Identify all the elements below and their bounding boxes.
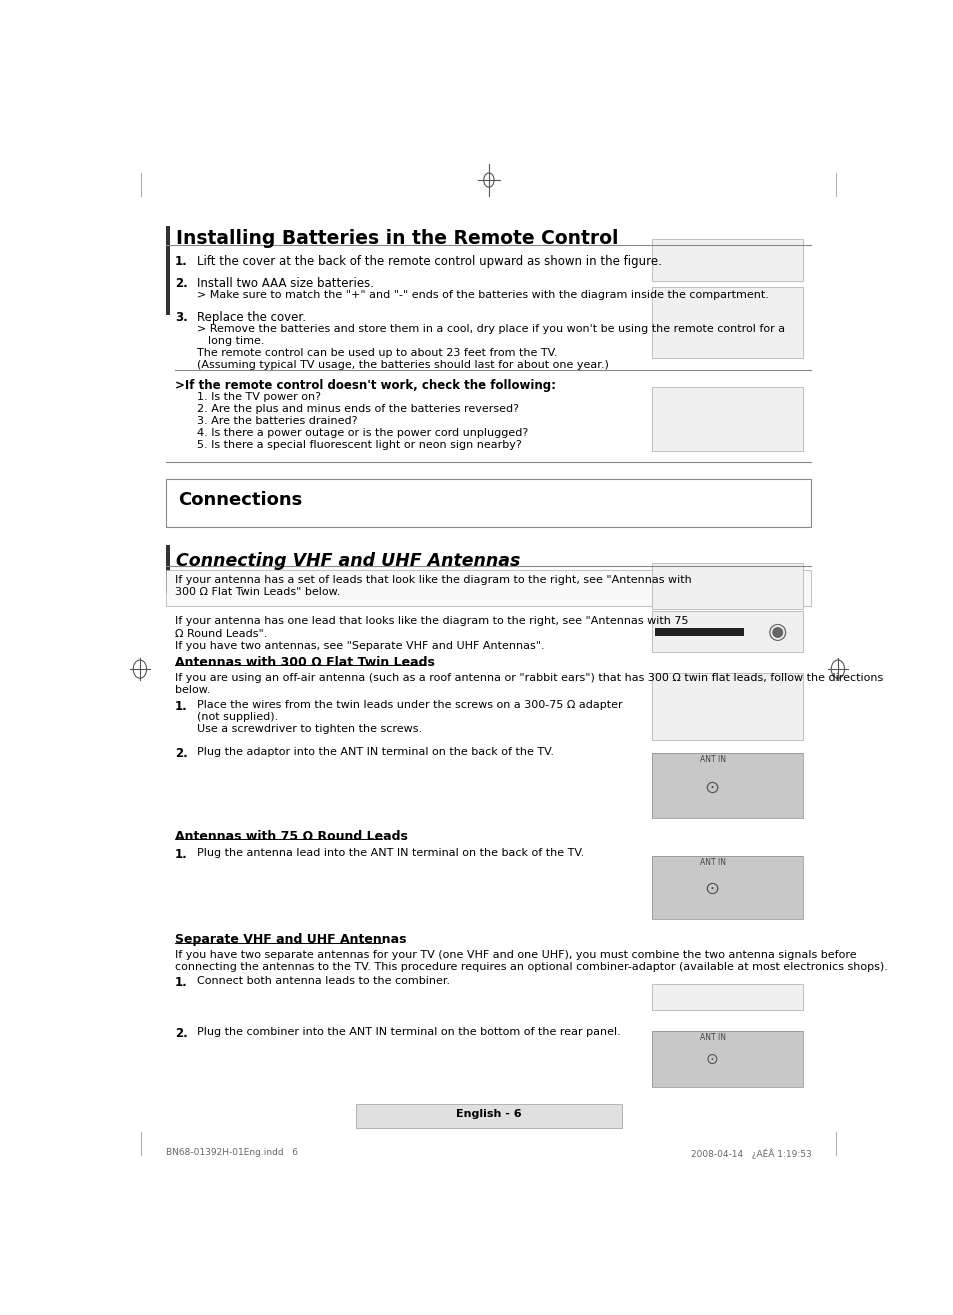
Text: 1.: 1. [174,255,187,268]
Text: (not supplied).: (not supplied). [196,711,278,722]
Text: 2008-04-14   ¿AÉÂ 1:19:53: 2008-04-14 ¿AÉÂ 1:19:53 [691,1148,811,1159]
Text: Antennas with 75 Ω Round Leads: Antennas with 75 Ω Round Leads [174,830,407,843]
Text: Separate VHF and UHF Antennas: Separate VHF and UHF Antennas [174,934,406,947]
Text: English - 6: English - 6 [456,1109,521,1119]
Bar [651,611,802,652]
Text: 2. Are the plus and minus ends of the batteries reversed?: 2. Are the plus and minus ends of the ba… [196,404,518,414]
Text: 1. Is the TV power on?: 1. Is the TV power on? [196,392,320,401]
Bar [651,856,802,919]
Text: 1.: 1. [174,848,187,861]
Text: If you have two separate antennas for your TV (one VHF and one UHF), you must co: If you have two separate antennas for yo… [174,949,856,960]
Text: > Remove the batteries and store them in a cool, dry place if you won't be using: > Remove the batteries and store them in… [196,323,784,334]
Text: 2.: 2. [174,747,187,760]
Bar [651,856,802,919]
Text: BN68-01392H-01Eng.indd   6: BN68-01392H-01Eng.indd 6 [166,1148,297,1157]
Text: If your antenna has one lead that looks like the diagram to the right, see "Ante: If your antenna has one lead that looks … [174,617,687,626]
Bar [166,569,810,606]
Text: 1.: 1. [174,700,187,713]
Bar [651,288,802,358]
Text: ⊙: ⊙ [704,778,719,797]
Text: 300 Ω Flat Twin Leads" below.: 300 Ω Flat Twin Leads" below. [174,586,339,597]
Bar [651,387,802,451]
Text: Place the wires from the twin leads under the screws on a 300-75 Ω adapter: Place the wires from the twin leads unde… [196,700,622,710]
Text: Lift the cover at the back of the remote control upward as shown in the figure.: Lift the cover at the back of the remote… [196,255,661,268]
Bar [166,544,170,593]
Text: > Make sure to match the "+" and "-" ends of the batteries with the diagram insi: > Make sure to match the "+" and "-" end… [196,291,768,300]
Text: ⊙: ⊙ [705,1052,718,1066]
Text: The remote control can be used up to about 23 feet from the TV.: The remote control can be used up to abo… [196,348,557,358]
Bar [651,984,802,1010]
Text: Plug the combiner into the ANT IN terminal on the bottom of the rear panel.: Plug the combiner into the ANT IN termin… [196,1027,620,1036]
Bar [651,1031,802,1088]
Text: 2.: 2. [174,1027,187,1040]
Bar [166,226,170,314]
Bar [651,563,802,609]
Text: Antennas with 300 Ω Flat Twin Leads: Antennas with 300 Ω Flat Twin Leads [174,656,435,669]
Bar [651,753,802,818]
Text: Connections: Connections [178,490,302,509]
Text: ◉: ◉ [767,622,786,642]
Text: If you are using an off-air antenna (such as a roof antenna or "rabbit ears") th: If you are using an off-air antenna (suc… [174,673,882,684]
Text: Plug the antenna lead into the ANT IN terminal on the back of the TV.: Plug the antenna lead into the ANT IN te… [196,848,583,859]
Bar [166,479,810,527]
Text: Plug the adaptor into the ANT IN terminal on the back of the TV.: Plug the adaptor into the ANT IN termina… [196,747,554,757]
Text: Install two AAA size batteries.: Install two AAA size batteries. [196,277,374,291]
Text: long time.: long time. [208,337,264,346]
Text: ANT IN: ANT IN [699,755,725,764]
Text: 5. Is there a special fluorescent light or neon sign nearby?: 5. Is there a special fluorescent light … [196,441,521,450]
Text: (Assuming typical TV usage, the batteries should last for about one year.): (Assuming typical TV usage, the batterie… [196,360,608,371]
Text: 3.: 3. [174,310,187,323]
Text: Ω Round Leads".: Ω Round Leads". [174,629,267,639]
Text: 2.: 2. [174,277,187,291]
Text: 3. Are the batteries drained?: 3. Are the batteries drained? [196,416,357,426]
Text: Connect both antenna leads to the combiner.: Connect both antenna leads to the combin… [196,976,450,986]
Text: connecting the antennas to the TV. This procedure requires an optional combiner-: connecting the antennas to the TV. This … [174,961,886,972]
Text: ⊙: ⊙ [704,880,719,898]
Text: Replace the cover.: Replace the cover. [196,310,306,323]
Text: If you have two antennas, see "Separate VHF and UHF Antennas".: If you have two antennas, see "Separate … [174,640,544,651]
Bar [651,753,802,818]
Text: Use a screwdriver to tighten the screws.: Use a screwdriver to tighten the screws. [196,723,421,734]
Bar [651,239,802,281]
Text: >If the remote control doesn't work, check the following:: >If the remote control doesn't work, che… [174,379,555,392]
Bar [655,627,743,635]
Text: 1.: 1. [174,976,187,989]
Text: ANT IN: ANT IN [699,859,725,868]
Bar [355,1103,621,1128]
Bar [651,673,802,740]
Text: Installing Batteries in the Remote Control: Installing Batteries in the Remote Contr… [176,229,618,247]
Text: If your antenna has a set of leads that look like the diagram to the right, see : If your antenna has a set of leads that … [174,575,691,585]
Text: Connecting VHF and UHF Antennas: Connecting VHF and UHF Antennas [176,552,520,569]
Text: 4. Is there a power outage or is the power cord unplugged?: 4. Is there a power outage or is the pow… [196,429,528,438]
Bar [651,1031,802,1088]
Text: ANT IN: ANT IN [699,1032,725,1041]
Text: below.: below. [174,685,210,696]
